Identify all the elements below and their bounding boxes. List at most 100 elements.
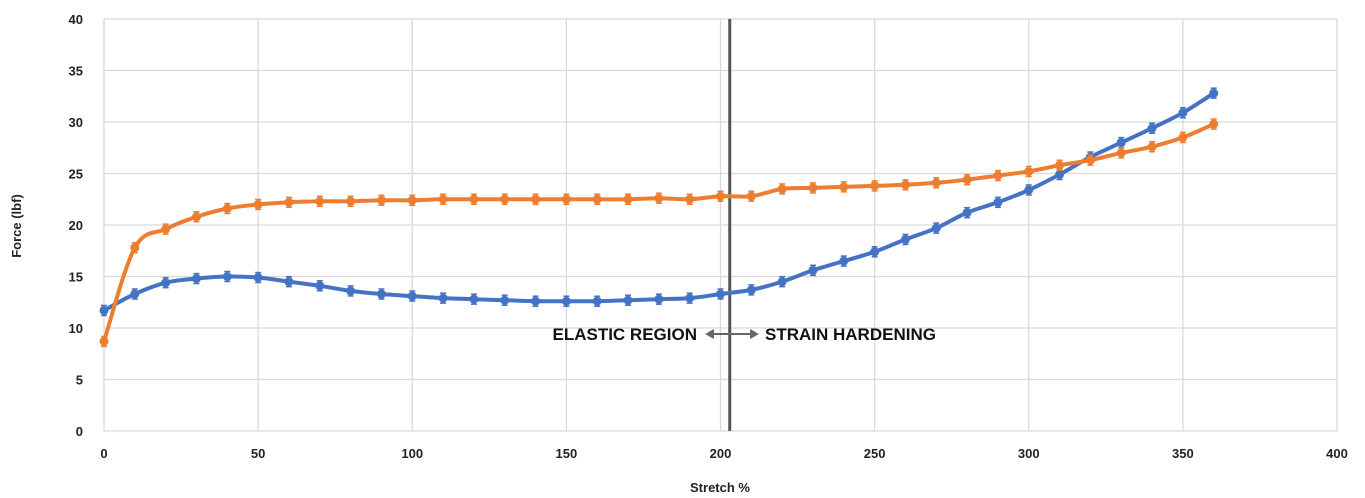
data-point: [1147, 142, 1157, 152]
data-point: [962, 208, 972, 218]
data-point: [1178, 132, 1188, 142]
y-tick-label: 40: [69, 12, 83, 27]
data-point: [438, 293, 448, 303]
data-point: [1116, 138, 1126, 148]
x-tick-label: 200: [710, 446, 732, 461]
x-tick-label: 350: [1172, 446, 1194, 461]
data-point: [993, 197, 1003, 207]
data-point: [561, 194, 571, 204]
data-point: [407, 291, 417, 301]
data-point: [685, 194, 695, 204]
y-tick-label: 5: [76, 373, 83, 388]
y-tick-label: 10: [69, 321, 83, 336]
data-point: [191, 274, 201, 284]
grid-lines: [103, 18, 1338, 432]
data-point: [1209, 119, 1219, 129]
data-point: [777, 184, 787, 194]
data-point: [716, 289, 725, 299]
data-point: [130, 243, 140, 253]
data-point: [808, 183, 818, 193]
x-tick-label: 50: [251, 446, 265, 461]
x-tick-label: 250: [864, 446, 886, 461]
data-point: [531, 194, 541, 204]
double-arrow-icon: [705, 329, 759, 339]
y-tick-label: 15: [69, 270, 83, 285]
data-point: [654, 193, 664, 203]
data-point: [746, 191, 756, 201]
data-point: [777, 277, 787, 287]
series-2: [99, 118, 1219, 348]
x-tick-label: 100: [401, 446, 423, 461]
data-point: [161, 224, 171, 234]
data-point: [962, 175, 972, 185]
data-point: [99, 305, 109, 315]
data-point: [469, 194, 479, 204]
data-point: [1055, 160, 1065, 170]
data-point: [1178, 108, 1188, 118]
x-tick-label: 400: [1326, 446, 1348, 461]
data-point: [222, 272, 232, 281]
data-point: [1085, 155, 1095, 165]
x-axis-title: Stretch %: [690, 480, 750, 495]
y-axis-ticks: 0 5 10 15 20 25 30 35 40: [69, 12, 83, 439]
data-point: [376, 289, 386, 299]
data-point: [808, 265, 818, 275]
strain-hardening-label: STRAIN HARDENING: [765, 325, 936, 344]
data-point: [716, 191, 725, 201]
data-point: [253, 273, 263, 283]
x-tick-label: 0: [100, 446, 107, 461]
data-point: [931, 178, 941, 188]
data-point: [130, 289, 140, 299]
data-point: [438, 194, 448, 204]
y-tick-label: 35: [69, 64, 83, 79]
data-point: [592, 194, 602, 204]
data-point: [376, 195, 386, 205]
data-point: [900, 234, 910, 244]
data-point: [500, 194, 510, 204]
data-point: [900, 180, 910, 190]
data-point: [500, 295, 510, 305]
x-tick-label: 150: [556, 446, 578, 461]
data-point: [407, 195, 417, 205]
data-point: [346, 196, 356, 206]
y-tick-label: 30: [69, 115, 83, 130]
data-point: [284, 277, 294, 287]
x-axis-ticks: 0 50 100 150 200 250 300 350 400: [100, 446, 1347, 461]
series-1: [99, 87, 1219, 317]
data-point: [839, 256, 849, 266]
data-point: [346, 286, 356, 296]
data-point: [839, 182, 849, 192]
data-point: [623, 194, 633, 204]
data-point: [161, 278, 171, 288]
series-line: [102, 122, 1216, 344]
data-point: [315, 196, 325, 206]
data-point: [592, 296, 602, 306]
data-point: [685, 293, 695, 303]
series-layer: [99, 87, 1219, 348]
y-tick-label: 25: [69, 167, 83, 182]
data-point: [99, 336, 109, 346]
data-point: [993, 171, 1003, 181]
data-point: [469, 294, 479, 304]
y-axis-title: Force (lbf): [9, 194, 24, 258]
x-tick-label: 300: [1018, 446, 1040, 461]
data-point: [561, 296, 571, 306]
y-tick-label: 0: [76, 424, 83, 439]
elastic-region-label: ELASTIC REGION: [552, 325, 697, 344]
data-point: [931, 223, 941, 233]
data-point: [191, 212, 201, 222]
data-point: [1024, 185, 1034, 195]
data-point: [1024, 166, 1034, 176]
data-point: [1209, 88, 1219, 98]
data-point: [870, 247, 880, 257]
data-point: [1147, 123, 1157, 133]
data-point: [1116, 148, 1126, 158]
data-point: [222, 204, 232, 214]
data-point: [1055, 170, 1065, 180]
data-point: [284, 197, 294, 207]
data-point: [654, 294, 664, 304]
data-point: [746, 285, 756, 295]
data-point: [623, 295, 633, 305]
data-point: [253, 199, 263, 209]
